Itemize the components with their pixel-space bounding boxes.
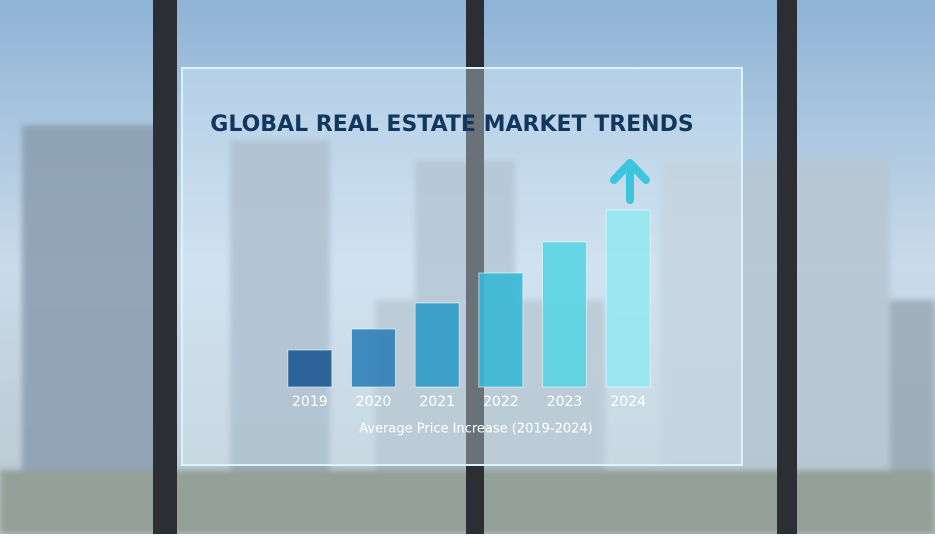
bar	[478, 272, 524, 388]
bar	[414, 302, 460, 388]
bar	[287, 349, 333, 388]
bar	[542, 241, 587, 388]
bar	[351, 328, 396, 388]
x-axis-label: Average Price Increase (2019-2024)	[359, 422, 593, 437]
bar	[605, 209, 651, 388]
x-tick-label: 2022	[483, 394, 519, 410]
x-tick-label: 2024	[610, 394, 646, 410]
x-tick-label: 2019	[292, 394, 328, 410]
chart-title: GLOBAL REAL ESTATE MARKET TRENDS	[210, 112, 693, 137]
x-tick-label: 2023	[547, 394, 583, 410]
x-tick-label: 2020	[356, 394, 392, 410]
x-tick-label: 2021	[419, 394, 455, 410]
